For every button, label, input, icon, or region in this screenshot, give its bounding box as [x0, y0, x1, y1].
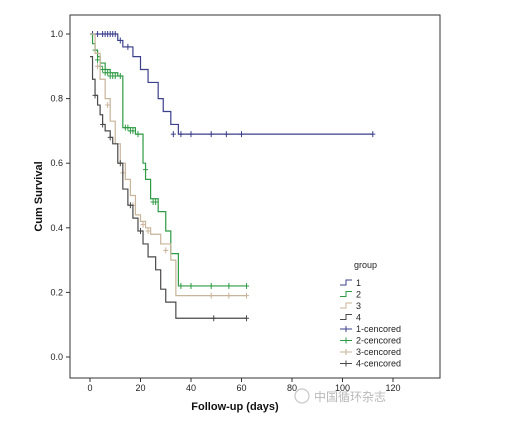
censored-mark-1: [223, 131, 229, 138]
legend-label-3: 3: [356, 301, 361, 311]
y-axis-title: Cum Survival: [33, 161, 45, 231]
plot-frame: [69, 14, 441, 379]
censored-mark-3: [208, 292, 214, 299]
censored-mark-2: [130, 127, 136, 134]
censored-mark-2: [178, 282, 184, 289]
censored-mark-2: [100, 66, 106, 73]
x-axis-title: Follow-up (days): [191, 401, 279, 413]
x-tick-label: 20: [135, 383, 145, 393]
censored-mark-1: [178, 131, 184, 138]
legend-label-1: 1: [356, 278, 361, 288]
censored-mark-4: [211, 315, 217, 322]
legend-label-censored-1: 1-cencored: [356, 324, 401, 334]
censored-mark-1: [370, 131, 376, 138]
legend-label-censored-4: 4-cencored: [356, 359, 401, 369]
series-line-3: [90, 33, 247, 297]
y-tick-label: 1.0: [50, 29, 63, 39]
censored-mark-3: [226, 292, 232, 299]
censored-mark-2: [125, 124, 131, 131]
censored-mark-1: [125, 43, 131, 50]
x-axis: 0 20 40 60 80 100 120: [87, 378, 401, 393]
x-tick-label: 100: [335, 383, 350, 393]
censored-mark-3: [140, 221, 146, 228]
censored-mark-1: [117, 37, 123, 44]
legend-censored-swatch-3: [340, 349, 352, 355]
y-tick-label: 0.2: [50, 287, 63, 297]
legend-title: group: [354, 260, 377, 270]
series-line-2: [90, 33, 247, 287]
legend-censored-swatch-2: [340, 337, 352, 344]
watermark-logo-icon: [294, 388, 310, 404]
legend-step-swatch-2: [340, 291, 352, 297]
censored-mark-3: [145, 228, 151, 235]
censored-mark-2: [95, 56, 101, 63]
censored-mark-1: [188, 131, 194, 138]
censored-mark-4: [107, 134, 113, 141]
censored-mark-2: [226, 282, 232, 289]
censored-mark-3: [163, 247, 169, 254]
censored-mark-2: [117, 72, 123, 79]
legend-step-swatch-4: [340, 314, 352, 320]
legend-label-4: 4: [356, 313, 361, 323]
y-tick-label: 0.8: [50, 94, 63, 104]
censored-mark-1: [95, 31, 101, 37]
legend-step-swatch-3: [340, 302, 352, 309]
censored-mark-2: [112, 72, 118, 79]
censored-mark-2: [188, 282, 194, 289]
x-tick-label: 0: [87, 383, 92, 393]
y-tick-label: 0.6: [50, 158, 63, 168]
series-line-1: [90, 33, 373, 135]
watermark: 中国循环杂志: [294, 388, 386, 404]
censored-mark-3: [244, 292, 250, 299]
legend-label-censored-2: 2-cencored: [356, 336, 401, 346]
censored-mark-2: [105, 69, 111, 76]
censored-mark-1: [208, 131, 214, 138]
x-tick-label: 80: [287, 383, 297, 393]
censored-mark-4: [117, 160, 123, 167]
y-tick-label: 0.4: [50, 223, 63, 233]
censored-mark-4: [138, 228, 143, 235]
x-tick-label: 40: [186, 383, 196, 393]
censored-mark-1: [170, 131, 176, 138]
censored-mark-1: [239, 131, 244, 138]
censored-mark-2: [143, 166, 149, 173]
censored-mark-2: [244, 282, 250, 289]
series-line-4: [90, 56, 247, 319]
censored-mark-2: [153, 198, 159, 205]
legend-step-swatch-1: [340, 279, 352, 286]
x-tick-label: 60: [236, 383, 246, 393]
censored-mark-4: [100, 121, 106, 128]
series-group: [90, 31, 376, 322]
x-tick-label: 120: [385, 383, 400, 393]
y-axis: 0.0 0.2 0.4 0.6 0.8 1.0: [50, 29, 70, 362]
censored-mark-2: [208, 282, 214, 289]
y-tick-label: 0.0: [50, 352, 63, 362]
watermark-text: 中国循环杂志: [314, 389, 386, 404]
censored-mark-3: [105, 102, 111, 109]
legend: group 1 23 41-cencored 2-cencored3-cencored…: [340, 260, 401, 369]
censored-mark-2: [135, 131, 141, 138]
censored-mark-4: [127, 202, 133, 209]
censored-mark-1: [112, 31, 118, 37]
censored-mark-3: [95, 63, 101, 70]
censored-mark-4: [244, 315, 250, 322]
legend-label-censored-3: 3-cencored: [356, 347, 401, 357]
legend-censored-swatch-1: [340, 326, 352, 332]
legend-censored-swatch-4: [340, 360, 352, 367]
legend-label-2: 2: [356, 290, 361, 300]
censored-mark-4: [92, 92, 98, 99]
